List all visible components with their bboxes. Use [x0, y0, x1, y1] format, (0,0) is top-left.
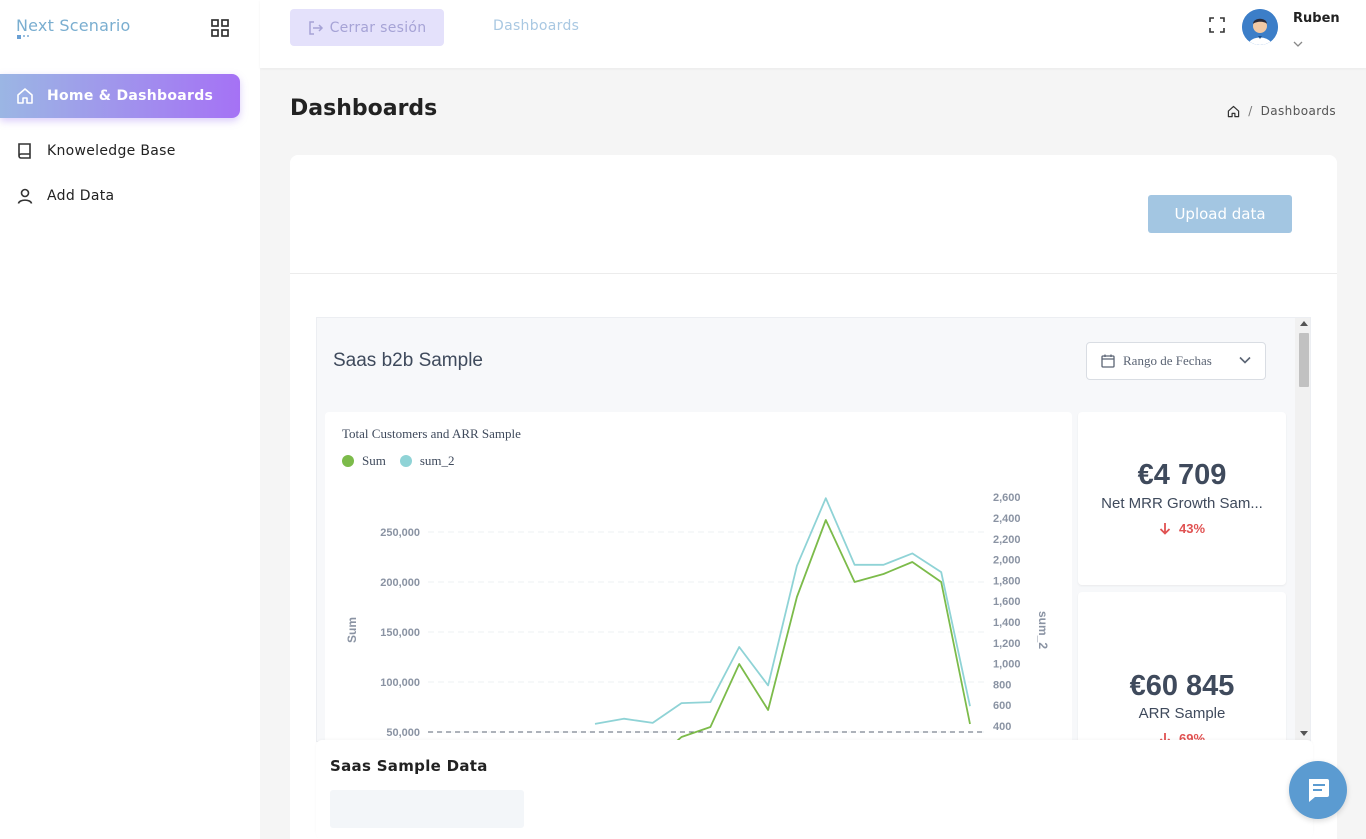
kpi-value: €60 845 [1129, 670, 1235, 702]
topbar: Cerrar sesión Dashboards Ruben [260, 0, 1366, 68]
date-range-label: Rango de Fechas [1123, 353, 1212, 368]
sidebar-item-label: Add Data [47, 188, 115, 204]
sidebar-item-label: Knoweledge Base [47, 143, 176, 159]
calendar-icon [1101, 354, 1115, 368]
kpi-change: 43% [1078, 521, 1286, 536]
sidebar-item-home-dashboards[interactable]: Home & Dashboards [0, 74, 240, 118]
book-icon [16, 142, 34, 160]
scroll-up-arrow-icon[interactable] [1299, 320, 1309, 330]
y-axis-title: Sum [345, 617, 359, 643]
y-tick-label: 200,000 [380, 577, 420, 589]
y2-tick-label: 800 [993, 679, 1011, 691]
dashboard-card: Upload data Saas b2b Sample Rango de Fec… [290, 155, 1337, 839]
scroll-thumb[interactable] [1299, 333, 1309, 387]
apps-grid-icon[interactable] [211, 19, 229, 37]
kpi-label: ARR Sample [1138, 705, 1226, 722]
avatar[interactable] [1242, 9, 1278, 45]
y2-tick-label: 1,200 [993, 638, 1021, 650]
breadcrumb-separator: / [1248, 104, 1253, 118]
y2-tick-label: 2,000 [993, 555, 1021, 567]
date-range-filter[interactable]: Rango de Fechas [1086, 342, 1266, 380]
y2-tick-label: 1,400 [993, 617, 1021, 629]
dashboards-link[interactable]: Dashboards [493, 18, 580, 34]
y-tick-label: 50,000 [386, 727, 420, 739]
sidebar-item-knowledge-base[interactable]: Knoweledge Base [0, 129, 240, 173]
user-name[interactable]: Ruben [1293, 11, 1340, 26]
logo-mark [17, 35, 131, 39]
breadcrumb-item: Dashboards [1260, 104, 1336, 118]
fullscreen-icon[interactable] [1209, 17, 1225, 33]
y-tick-label: 150,000 [380, 627, 420, 639]
chart-title: Total Customers and ARR Sample [342, 426, 521, 441]
dashboard-embed: Saas b2b Sample Rango de Fechas Total Cu… [316, 317, 1311, 742]
kpi-change-value: 69% [1178, 731, 1206, 742]
logout-icon [308, 20, 324, 36]
sidebar-item-label: Home & Dashboards [47, 88, 214, 104]
kpi-label: Net MRR Growth Sam... [1101, 495, 1263, 512]
line-chart: 50,000 100,000 150,000 200,000 250,000 400 600… [345, 492, 1050, 741]
y2-tick-label: 2,200 [993, 534, 1021, 546]
legend-label: sum_2 [419, 453, 455, 468]
home-icon[interactable] [1227, 105, 1240, 118]
chat-button[interactable] [1289, 761, 1347, 819]
y2-tick-label: 1,600 [993, 596, 1021, 608]
y2-tick-label: 400 [993, 721, 1011, 733]
dashboard-title: Saas b2b Sample [333, 350, 483, 371]
y2-tick-label: 2,400 [993, 513, 1021, 525]
chat-icon [1304, 776, 1332, 804]
open-dashboard-button[interactable]: Open dashboard [330, 790, 524, 828]
chart-panel: Total Customers and ARR Sample Sum sum_2… [325, 412, 1072, 741]
y2-tick-label: 1,800 [993, 575, 1021, 587]
arrow-down-icon [1159, 522, 1171, 535]
kpi-value: €4 709 [1137, 459, 1227, 491]
chevron-down-icon [1239, 356, 1251, 364]
series-line-sum-2 [594, 497, 971, 725]
scrollbar[interactable] [1295, 318, 1310, 741]
upload-data-button[interactable]: Upload data [1148, 195, 1292, 233]
legend-entry-sum[interactable]: Sum [342, 453, 386, 469]
y2-tick-label: 1,000 [993, 659, 1021, 671]
sample-data-title: Saas Sample Data [330, 757, 488, 775]
sidebar: Next Scenario Home & Dashboards Knoweled… [0, 0, 260, 839]
legend-swatch [342, 455, 354, 467]
y2-tick-label: 2,600 [993, 492, 1021, 504]
scroll-down-arrow-icon[interactable] [1299, 731, 1309, 741]
chart-legend: Sum sum_2 [342, 453, 469, 469]
series-line-sum [675, 519, 971, 741]
legend-swatch [399, 455, 412, 467]
home-icon [16, 87, 34, 105]
page-title: Dashboards [290, 96, 438, 121]
chevron-down-icon[interactable] [1293, 33, 1303, 47]
logout-button[interactable]: Cerrar sesión [290, 9, 444, 46]
kpi-card-net-mrr-growth[interactable]: €4 709 Net MRR Growth Sam... 43% [1078, 412, 1286, 585]
brand-logo[interactable]: Next Scenario [16, 16, 131, 39]
sidebar-item-add-data[interactable]: Add Data [0, 174, 240, 218]
y2-tick-label: 600 [993, 700, 1011, 712]
kpi-change-value: 43% [1178, 521, 1206, 536]
kpi-card-arr[interactable]: €60 845 ARR Sample 69% [1078, 592, 1286, 742]
brand-name: Next Scenario [16, 16, 131, 35]
y-tick-label: 250,000 [380, 527, 420, 539]
divider [290, 273, 1337, 274]
breadcrumb: / Dashboards [1227, 104, 1336, 118]
user-icon [16, 187, 34, 205]
dashboard-canvas: Saas b2b Sample Rango de Fechas Total Cu… [317, 318, 1295, 742]
legend-label: Sum [362, 453, 386, 468]
y-tick-label: 100,000 [380, 677, 420, 689]
y2-axis-title: sum_2 [1036, 611, 1050, 649]
sample-data-card: Saas Sample Data Open dashboard [316, 740, 1313, 839]
logout-label: Cerrar sesión [329, 19, 427, 36]
legend-entry-sum-2[interactable]: sum_2 [399, 453, 455, 469]
